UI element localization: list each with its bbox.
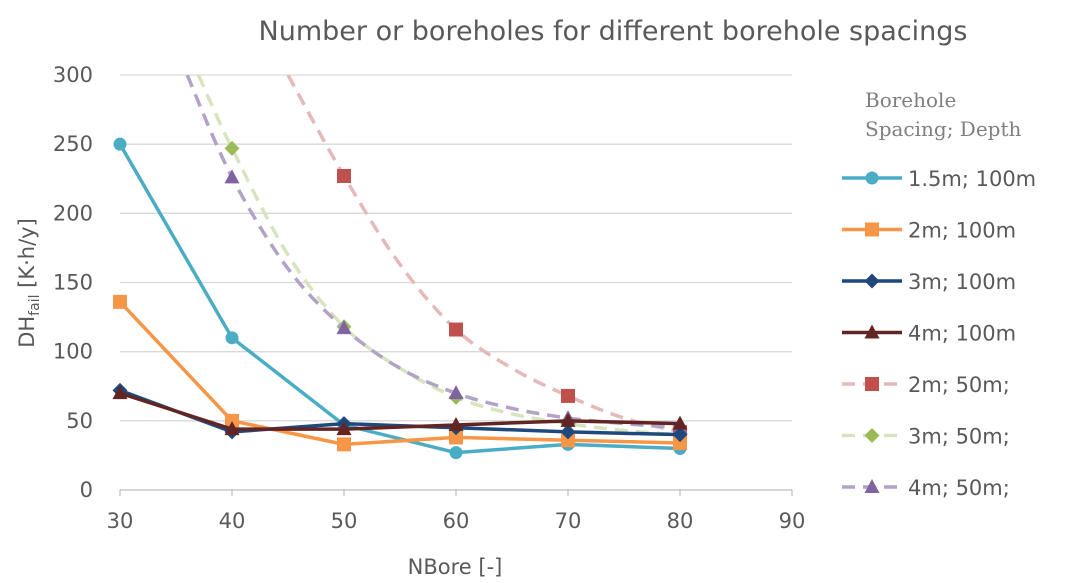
series-4-point-50 bbox=[336, 421, 352, 436]
chart-title: Number or boreholes for different boreho… bbox=[259, 16, 968, 47]
series-4 bbox=[112, 385, 688, 436]
x-tick-label-70: 70 bbox=[555, 509, 582, 533]
x-tick-label-80: 80 bbox=[667, 509, 694, 533]
legend-item-4: 4m; 100m bbox=[842, 322, 1016, 346]
series-3 bbox=[112, 382, 688, 443]
legend-title-line1: Borehole bbox=[865, 88, 956, 112]
series-5-line bbox=[286, 75, 681, 434]
legend-swatch-marker-5 bbox=[865, 377, 879, 391]
legend-label-6: 3m; 50m; bbox=[908, 425, 1010, 449]
x-tick-labels: 30 40 50 60 70 80 90 bbox=[107, 509, 806, 533]
legend-swatch-marker-4 bbox=[864, 324, 880, 339]
series-7-point-50 bbox=[336, 320, 352, 335]
y-tick-label-100: 100 bbox=[53, 340, 93, 364]
legend-item-1: 1.5m; 100m bbox=[842, 167, 1036, 191]
series-2 bbox=[113, 294, 687, 452]
series-2-point-40 bbox=[225, 413, 239, 428]
legend-item-7: 4m; 50m; bbox=[842, 476, 1010, 500]
y-axis-title: DHfail [K·h/y] bbox=[15, 218, 43, 348]
y-tick-label-300: 300 bbox=[53, 63, 93, 87]
series-2-point-50 bbox=[337, 437, 351, 452]
series-1-point-60 bbox=[449, 446, 463, 460]
series-5-point-70 bbox=[561, 388, 575, 403]
series-7-line bbox=[185, 75, 681, 430]
y-axis-title-unit: [K·h/y] bbox=[15, 218, 39, 294]
legend-item-3: 3m; 100m bbox=[842, 270, 1016, 294]
legend-label-1: 1.5m; 100m bbox=[908, 167, 1036, 191]
y-tick-label-200: 200 bbox=[53, 201, 93, 225]
series-1-point-40 bbox=[225, 331, 239, 345]
legend-label-4: 4m; 100m bbox=[908, 322, 1016, 346]
series-3-point-70 bbox=[560, 424, 576, 440]
series-4-point-80 bbox=[672, 415, 688, 430]
legend-swatch-marker-3 bbox=[864, 273, 880, 289]
series-4-point-60 bbox=[448, 416, 464, 431]
series-7-point-40 bbox=[224, 169, 240, 184]
series-7 bbox=[185, 75, 688, 434]
axes bbox=[119, 489, 793, 496]
series-1-line bbox=[118, 143, 681, 455]
legend-label-5: 2m; 50m; bbox=[908, 373, 1010, 397]
legend-label-2: 2m; 100m bbox=[908, 219, 1016, 243]
series-5 bbox=[286, 75, 687, 439]
series-1-point-30 bbox=[113, 137, 127, 151]
series-4-point-70 bbox=[560, 412, 576, 427]
x-axis-title: NBore [-] bbox=[408, 555, 503, 579]
y-tick-labels: 0 50 100 150 200 250 300 bbox=[53, 63, 93, 502]
y-axis-title-main: DH bbox=[15, 316, 39, 348]
series-6-line bbox=[196, 75, 681, 437]
legend-item-6: 3m; 50m; bbox=[842, 425, 1010, 449]
gridlines bbox=[120, 74, 792, 422]
series-2-point-70 bbox=[561, 433, 575, 448]
x-tick-label-50: 50 bbox=[331, 509, 358, 533]
series-2-line bbox=[118, 300, 681, 447]
legend-item-2: 2m; 100m bbox=[842, 219, 1016, 243]
x-tick-label-60: 60 bbox=[443, 509, 470, 533]
y-tick-label-250: 250 bbox=[53, 132, 93, 156]
series-7-point-60 bbox=[448, 385, 464, 400]
series-4-point-40 bbox=[224, 421, 240, 436]
legend-label-7: 4m; 50m; bbox=[908, 476, 1010, 500]
legend: 1.5m; 100m 2m; 100m 3m; 100m 4m; 100m 2m; 50… bbox=[842, 167, 1036, 500]
series-5-point-50 bbox=[337, 168, 351, 183]
x-tick-label-40: 40 bbox=[219, 509, 246, 533]
legend-swatch-marker-2 bbox=[865, 222, 879, 237]
y-tick-label-0: 0 bbox=[80, 478, 93, 502]
legend-label-3: 3m; 100m bbox=[908, 270, 1016, 294]
legend-item-5: 2m; 50m; bbox=[842, 373, 1010, 397]
x-tick-label-30: 30 bbox=[107, 509, 134, 533]
series-4-point-30 bbox=[112, 385, 128, 400]
legend-swatch-marker-7 bbox=[864, 479, 880, 493]
series-6-point-40 bbox=[224, 140, 240, 156]
series-3-point-80 bbox=[672, 427, 688, 443]
x-tick-label-90: 90 bbox=[779, 509, 806, 533]
legend-swatch-marker-1 bbox=[865, 171, 879, 185]
series-5-point-60 bbox=[449, 322, 463, 337]
series-2-point-30 bbox=[113, 294, 127, 309]
y-tick-label-50: 50 bbox=[66, 409, 93, 433]
series-6 bbox=[196, 75, 688, 443]
legend-swatch-marker-6 bbox=[864, 428, 880, 443]
series-group bbox=[112, 75, 688, 460]
legend-title-line2: Spacing; Depth bbox=[865, 117, 1022, 141]
y-axis-title-sub: fail bbox=[27, 295, 43, 316]
series-2-point-60 bbox=[449, 430, 463, 445]
series-4-line bbox=[119, 391, 681, 431]
y-tick-label-150: 150 bbox=[53, 271, 93, 295]
series-2-point-80 bbox=[673, 435, 687, 450]
